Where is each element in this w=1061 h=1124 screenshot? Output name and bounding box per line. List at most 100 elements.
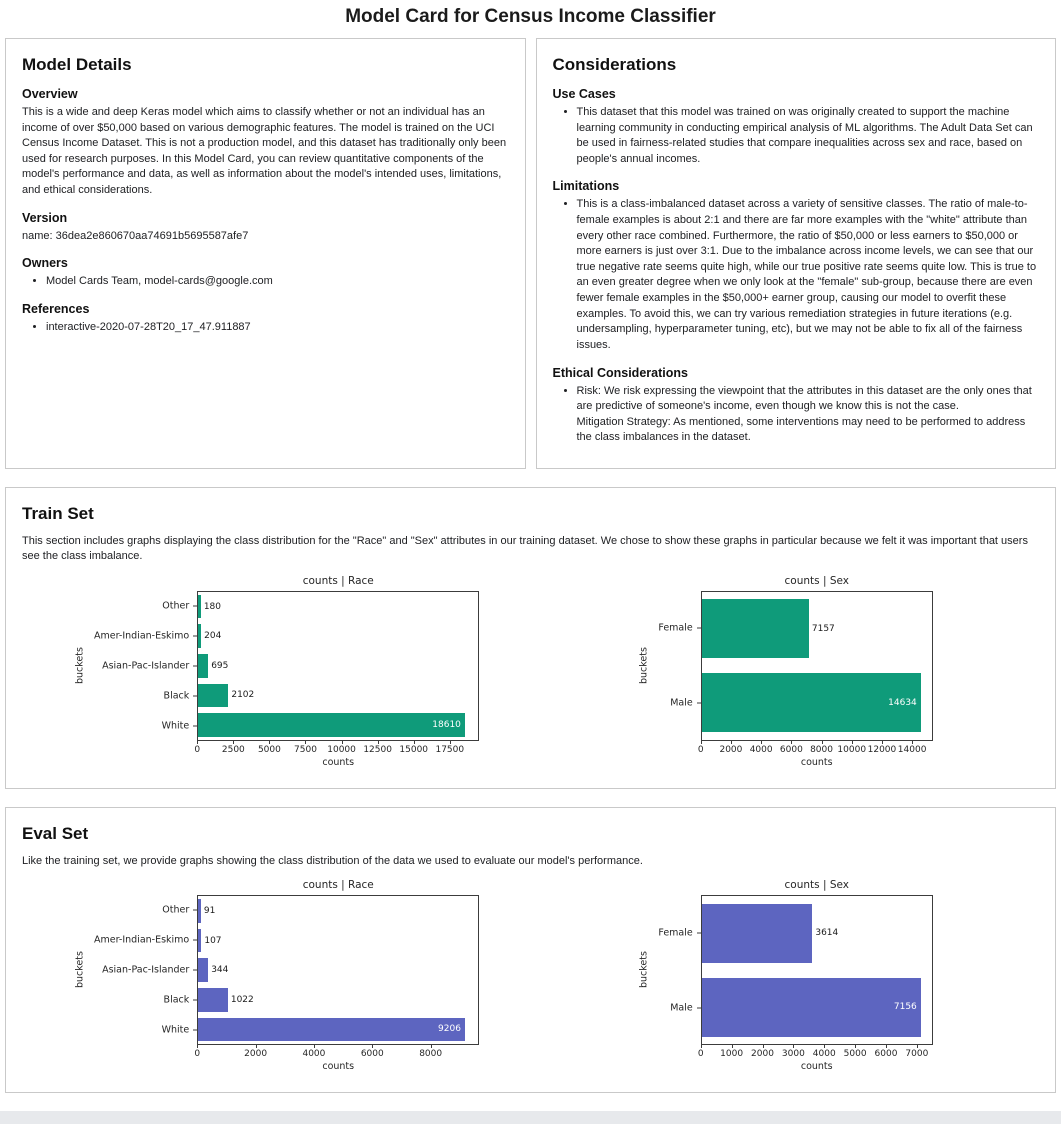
x-tick-label: 12500 — [363, 744, 392, 755]
y-tick-label: Black — [163, 994, 190, 1006]
owner-item: Model Cards Team, model-cards@google.com — [46, 274, 509, 290]
x-tick-mark — [413, 740, 415, 744]
plot-area: 91 107 344 1022 9206 — [197, 895, 480, 1046]
limitation-item: This is a class-imbalanced dataset acros… — [577, 197, 1040, 353]
x-tick-mark — [233, 740, 235, 744]
bar-value-label: 1022 — [230, 994, 254, 1005]
x-tick-mark — [700, 740, 702, 744]
x-tick-mark — [916, 1045, 918, 1049]
x-tick-label: 8000 — [419, 1049, 443, 1060]
bar-value-label: 3614 — [815, 928, 839, 939]
bar-value-label: 7157 — [811, 623, 835, 634]
plot-area: 3614 7156 — [700, 895, 933, 1046]
bar-female: 7157 — [701, 599, 835, 659]
bar-asian-pac-islander: 695 — [198, 653, 228, 678]
bar-other: 180 — [198, 594, 221, 619]
x-tick-mark — [886, 1045, 887, 1049]
bar-female: 3614 — [701, 903, 838, 963]
x-tick-label: 6000 — [874, 1049, 898, 1060]
chart-title: counts | Sex — [784, 574, 849, 587]
y-axis-label: buckets — [74, 951, 86, 989]
eval-set-description: Like the training set, we provide graphs… — [22, 854, 643, 867]
x-tick-label: 4000 — [302, 1049, 326, 1060]
owners-heading: Owners — [22, 256, 68, 271]
x-tick-label: 0 — [697, 744, 704, 755]
x-tick-mark — [305, 740, 307, 744]
x-axis-label: counts — [322, 756, 355, 768]
y-tick-label: Amer-Indian-Eskimo — [94, 934, 190, 946]
x-tick-label: 2000 — [244, 1049, 268, 1060]
bar-value-label: 14634 — [888, 697, 917, 708]
x-tick-mark — [255, 1045, 257, 1049]
x-tick-mark — [855, 1045, 857, 1049]
y-tick-mark — [193, 695, 198, 697]
bar-white: 9206 — [198, 1017, 465, 1042]
y-tick-labels: Female Male — [651, 591, 701, 741]
bar-male: 7156 — [701, 977, 921, 1037]
bar-value-label: 344 — [211, 965, 229, 976]
bar-value-label: 7156 — [893, 1002, 917, 1013]
references-heading: References — [22, 301, 90, 316]
y-tick-labels: Female Male — [651, 895, 701, 1045]
eval-charts-row: counts | Race buckets Other Amer-Indian-E… — [22, 879, 1039, 1072]
x-tick-mark — [821, 740, 823, 744]
x-tick-label: 7000 — [905, 1049, 929, 1060]
x-tick-labels: 0 2000 4000 6000 8000 — [194, 1045, 479, 1060]
x-tick-label: 8000 — [810, 744, 833, 755]
y-tick-label: White — [161, 720, 190, 732]
y-tick-label: Male — [670, 697, 693, 709]
x-tick-mark — [341, 740, 343, 744]
use-cases-list: This dataset that this model was trained… — [553, 105, 1040, 167]
version-heading: Version — [22, 210, 68, 225]
bar-value-label: 107 — [204, 935, 222, 946]
bar-value-label: 2102 — [231, 690, 255, 701]
top-cards-row: Model Details Overview This is a wide an… — [5, 38, 1056, 469]
x-tick-mark — [824, 1045, 826, 1049]
y-tick-label: White — [161, 1024, 190, 1036]
limitations-list: This is a class-imbalanced dataset acros… — [553, 197, 1040, 353]
bar-amer-indian-eskimo: 107 — [198, 928, 222, 953]
y-tick-mark — [193, 665, 198, 667]
y-axis-label: buckets — [638, 951, 650, 989]
ethical-consideration-item: Risk: We risk expressing the viewpoint t… — [577, 384, 1040, 446]
x-tick-mark — [762, 1045, 764, 1049]
model-details-card: Model Details Overview This is a wide an… — [5, 38, 526, 469]
bar-value-label: 204 — [204, 631, 222, 642]
reference-item: interactive-2020-07-28T20_17_47.911887 — [46, 320, 509, 336]
x-tick-label: 4000 — [812, 1049, 836, 1060]
x-tick-mark — [313, 1045, 315, 1049]
x-tick-label: 3000 — [781, 1049, 805, 1060]
x-tick-mark — [761, 740, 763, 744]
y-tick-label: Asian-Pac-Islander — [102, 964, 190, 976]
x-tick-mark — [372, 1045, 374, 1049]
x-tick-label: 1000 — [720, 1049, 744, 1060]
x-tick-label: 10000 — [327, 744, 356, 755]
x-tick-mark — [377, 740, 379, 744]
y-axis-label: buckets — [638, 647, 650, 685]
chart-title: counts | Sex — [784, 879, 849, 892]
x-tick-mark — [793, 1045, 795, 1049]
x-tick-label: 14000 — [897, 744, 927, 755]
bar-value-label: 91 — [203, 905, 216, 916]
eval-set-title: Eval Set — [22, 823, 89, 843]
x-tick-label: 0 — [194, 1049, 201, 1060]
page-title: Model Card for Census Income Classifier — [345, 6, 716, 27]
bar-black: 2102 — [198, 683, 254, 708]
x-tick-mark — [430, 1045, 432, 1049]
x-tick-label: 2000 — [719, 744, 743, 755]
plot-area: 7157 14634 — [700, 590, 933, 741]
bar-asian-pac-islander: 344 — [198, 958, 228, 982]
x-tick-label: 2000 — [751, 1049, 774, 1060]
chart-title: counts | Race — [302, 574, 374, 587]
x-tick-mark — [731, 1045, 733, 1049]
x-tick-mark — [851, 740, 853, 744]
x-axis-label: counts — [322, 1061, 355, 1073]
x-tick-label: 17500 — [435, 744, 465, 755]
y-tick-mark — [193, 635, 198, 637]
considerations-title: Considerations — [552, 55, 677, 74]
train-race-chart: counts | Race buckets Other Amer-Indian-E… — [73, 574, 480, 768]
x-tick-label: 10000 — [837, 744, 867, 755]
y-tick-label: Female — [658, 622, 693, 634]
y-axis-label: buckets — [74, 647, 86, 685]
x-tick-labels: 0 2500 5000 7500 10000 12500 15000 17500 — [194, 740, 479, 755]
